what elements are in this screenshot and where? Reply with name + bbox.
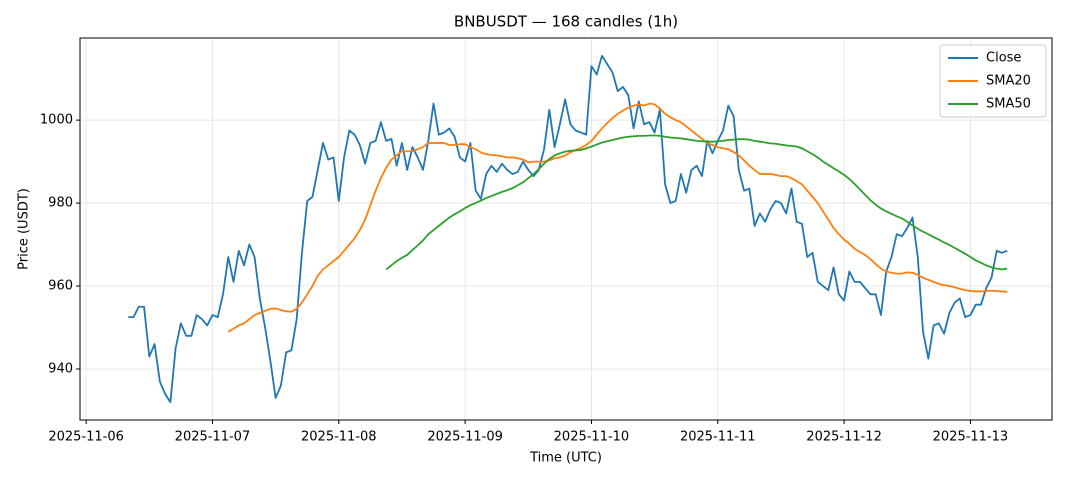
line-series: [385, 134, 1008, 271]
x-tick-label: 2025-11-07: [175, 430, 251, 445]
y-tick-label: 960: [48, 279, 73, 294]
axes-frame: [79, 37, 1053, 421]
legend-label: SMA50: [986, 97, 1031, 112]
x-tick-label: 2025-11-09: [427, 430, 503, 445]
legend-label: Close: [986, 51, 1021, 66]
chart-title: BNBUSDT — 168 candles (1h): [454, 13, 678, 31]
x-tick-label: 2025-11-11: [680, 430, 756, 445]
line-series: [128, 54, 1008, 404]
legend-box: [939, 44, 1047, 118]
x-tick-label: 2025-11-06: [48, 430, 124, 445]
legend-label: SMA20: [986, 74, 1031, 89]
x-tick-label: 2025-11-13: [933, 430, 1009, 445]
x-tick-label: 2025-11-08: [301, 430, 377, 445]
x-axis-label: Time (UTC): [529, 451, 602, 466]
y-tick-label: 940: [48, 361, 73, 376]
y-axis-label: Price (USDT): [17, 188, 32, 270]
x-tick-label: 2025-11-12: [806, 430, 882, 445]
y-tick-label: 980: [48, 196, 73, 211]
x-tick-label: 2025-11-10: [554, 430, 630, 445]
y-tick-label: 1000: [40, 113, 73, 128]
line-series: [227, 102, 1008, 333]
